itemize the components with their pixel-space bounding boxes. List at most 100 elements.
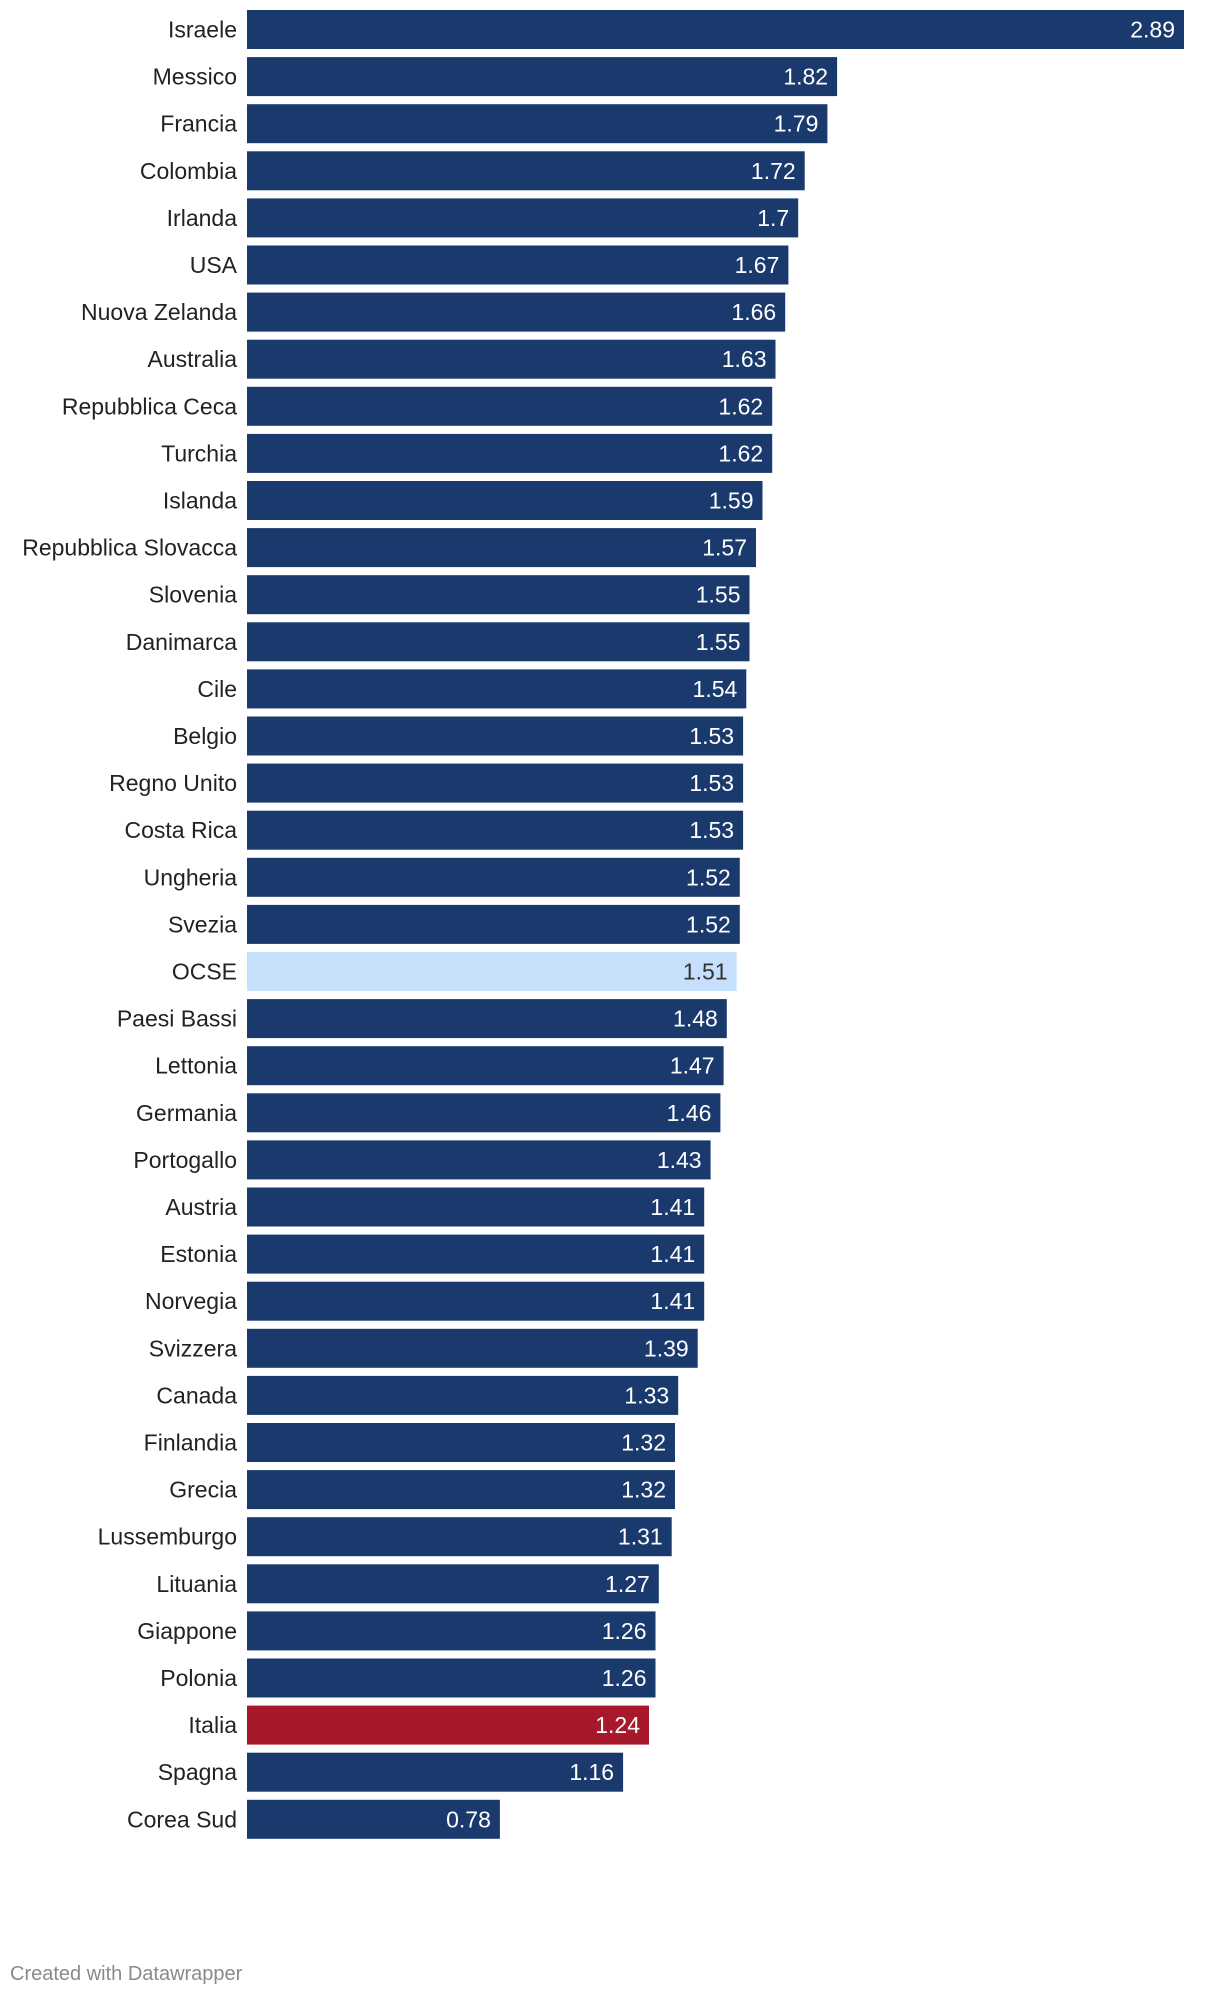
bar-row-regno-unito: Regno Unito 1.53 (109, 763, 744, 803)
bar-row-portogallo: Portogallo 1.43 (133, 1140, 711, 1180)
category-label-canada: Canada (156, 1382, 237, 1408)
value-label-repubblica-slovacca: 1.57 (702, 535, 747, 561)
category-label-repubblica-slovacca: Repubblica Slovacca (22, 535, 237, 561)
bar-row-svezia: Svezia 1.52 (168, 904, 740, 944)
bar-lussemburgo (247, 1517, 672, 1557)
value-label-ungheria: 1.52 (686, 864, 731, 890)
category-label-svizzera: Svizzera (149, 1335, 237, 1361)
value-label-nuova-zelanda: 1.66 (731, 299, 776, 325)
bar-row-norvegia: Norvegia 1.41 (145, 1281, 705, 1321)
value-label-portogallo: 1.43 (657, 1147, 702, 1173)
value-label-turchia: 1.62 (718, 440, 763, 466)
bar-ocse (247, 952, 737, 991)
value-label-australia: 1.63 (722, 346, 767, 372)
category-label-lussemburgo: Lussemburgo (98, 1524, 237, 1550)
bar-row-finlandia: Finlandia 1.32 (144, 1423, 675, 1462)
value-label-svizzera: 1.39 (644, 1335, 689, 1361)
bar-svizzera (247, 1328, 698, 1368)
category-label-repubblica-ceca: Repubblica Ceca (62, 393, 237, 419)
value-label-islanda: 1.59 (709, 488, 754, 514)
bar-row-spagna: Spagna 1.16 (158, 1752, 624, 1792)
category-label-irlanda: Irlanda (167, 205, 238, 231)
category-label-danimarca: Danimarca (126, 629, 237, 655)
category-label-portogallo: Portogallo (133, 1147, 237, 1173)
bar-row-grecia: Grecia 1.32 (169, 1470, 675, 1510)
value-label-giappone: 1.26 (602, 1618, 647, 1644)
bar-row-colombia: Colombia 1.72 (140, 151, 805, 191)
bar-francia (247, 104, 828, 144)
value-label-cile: 1.54 (693, 676, 738, 702)
bar-row-polonia: Polonia 1.26 (160, 1658, 656, 1698)
bar-row-ocse: OCSE 1.51 (172, 952, 737, 991)
category-label-regno-unito: Regno Unito (109, 770, 237, 796)
bar-lituania (247, 1564, 659, 1604)
bar-cile (247, 669, 747, 709)
bar-estonia (247, 1234, 705, 1274)
bar-austria (247, 1187, 705, 1227)
bar-danimarca (247, 622, 750, 662)
bar-row-estonia: Estonia 1.41 (160, 1234, 705, 1274)
bar-row-lussemburgo: Lussemburgo 1.31 (98, 1517, 672, 1557)
bar-australia (247, 339, 776, 379)
bar-row-ungheria: Ungheria 1.52 (144, 857, 740, 897)
category-label-ocse: OCSE (172, 959, 237, 985)
bar-row-lettonia: Lettonia 1.47 (155, 1046, 724, 1086)
credit-text[interactable]: Created with Datawrapper (10, 1963, 243, 1985)
bar-chart: Israele 2.89 Messico 1.82 Francia 1.79 Colombi… (22, 10, 1184, 1839)
category-label-estonia: Estonia (160, 1241, 237, 1267)
value-label-francia: 1.79 (774, 111, 819, 137)
value-label-finlandia: 1.32 (621, 1430, 666, 1456)
category-label-spagna: Spagna (158, 1759, 238, 1785)
category-label-slovenia: Slovenia (149, 582, 237, 608)
value-label-polonia: 1.26 (602, 1665, 647, 1691)
value-label-canada: 1.33 (624, 1382, 669, 1408)
bar-norvegia (247, 1281, 705, 1321)
bar-row-cile: Cile 1.54 (197, 669, 747, 709)
bar-row-messico: Messico 1.82 (153, 57, 838, 97)
value-label-colombia: 1.72 (751, 158, 796, 184)
category-label-lettonia: Lettonia (155, 1053, 237, 1079)
category-label-grecia: Grecia (169, 1477, 237, 1503)
bar-polonia (247, 1658, 656, 1698)
bar-row-canada: Canada 1.33 (156, 1375, 679, 1415)
value-label-irlanda: 1.7 (757, 205, 789, 231)
value-label-italia: 1.24 (595, 1712, 640, 1738)
value-label-paesi-bassi: 1.48 (673, 1006, 718, 1032)
category-label-austria: Austria (165, 1194, 237, 1220)
bar-islanda (247, 481, 763, 520)
bar-row-turchia: Turchia 1.62 (161, 433, 773, 473)
category-label-francia: Francia (160, 111, 237, 137)
category-label-messico: Messico (153, 64, 237, 90)
value-label-repubblica-ceca: 1.62 (718, 393, 763, 419)
category-label-norvegia: Norvegia (145, 1288, 237, 1314)
bar-row-lituania: Lituania 1.27 (156, 1564, 659, 1604)
bar-row-islanda: Islanda 1.59 (163, 481, 763, 520)
category-label-turchia: Turchia (161, 440, 237, 466)
category-label-ungheria: Ungheria (144, 864, 238, 890)
bar-row-costa-rica: Costa Rica 1.53 (125, 810, 744, 850)
value-label-svezia: 1.52 (686, 911, 731, 937)
value-label-costa-rica: 1.53 (689, 817, 734, 843)
bar-repubblica-slovacca (247, 528, 756, 568)
bar-row-repubblica-ceca: Repubblica Ceca 1.62 (62, 386, 773, 426)
category-label-belgio: Belgio (173, 723, 237, 749)
category-label-colombia: Colombia (140, 158, 237, 184)
bar-row-usa: USA 1.67 (190, 245, 789, 285)
value-label-regno-unito: 1.53 (689, 770, 734, 796)
bar-repubblica-ceca (247, 386, 773, 426)
value-label-messico: 1.82 (783, 64, 828, 90)
bar-lettonia (247, 1046, 724, 1086)
value-label-belgio: 1.53 (689, 723, 734, 749)
bar-row-italia: Italia 1.24 (188, 1705, 649, 1745)
category-label-israele: Israele (168, 17, 237, 43)
value-label-norvegia: 1.41 (650, 1288, 695, 1314)
value-label-ocse: 1.51 (683, 959, 728, 985)
value-label-estonia: 1.41 (650, 1241, 695, 1267)
bar-paesi-bassi (247, 999, 727, 1039)
bar-row-paesi-bassi: Paesi Bassi 1.48 (117, 999, 727, 1039)
bar-row-germania: Germania 1.46 (136, 1093, 721, 1133)
value-label-danimarca: 1.55 (696, 629, 741, 655)
bar-irlanda (247, 198, 799, 238)
bar-slovenia (247, 575, 750, 615)
bar-spagna (247, 1752, 624, 1792)
